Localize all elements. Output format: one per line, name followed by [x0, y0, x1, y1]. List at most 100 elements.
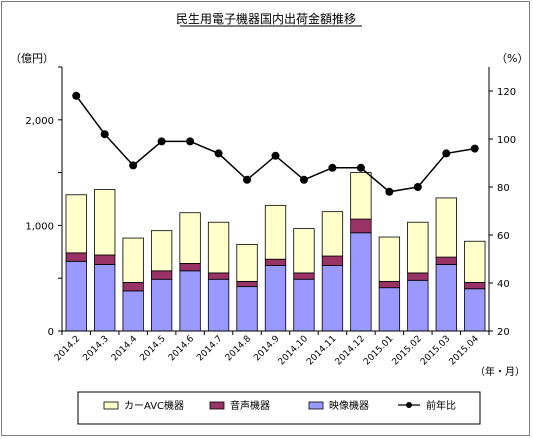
x-tick-label-2: 2014.4	[110, 334, 140, 364]
legend-marker-yoy	[406, 402, 412, 408]
bar-1-3	[150, 270, 173, 280]
right-tick-label-5: 120	[497, 87, 516, 98]
legend-label-yoy: 前年比	[426, 399, 456, 412]
bar-1-12	[407, 272, 429, 281]
bar-2-12	[407, 221, 429, 274]
bar-2-11	[378, 236, 401, 282]
bar-0-3	[150, 278, 173, 332]
x-axis-unit: （年・月）	[475, 365, 525, 378]
yoy-point-0	[72, 91, 81, 100]
bar-1-1	[94, 254, 116, 265]
right-axis-unit: （%）	[496, 52, 528, 65]
legend-label-video: 映像機器	[329, 399, 369, 412]
left-tick-label-1: 1,000	[25, 221, 54, 232]
bar-2-2	[122, 237, 144, 283]
legend-swatch-car	[103, 401, 119, 410]
yoy-point-7	[271, 151, 280, 160]
bar-2-3	[150, 230, 173, 272]
yoy-point-3	[157, 137, 166, 146]
bar-2-0	[65, 194, 87, 254]
bar-2-5	[207, 221, 230, 274]
x-tick-label-3: 2014.5	[138, 334, 167, 363]
yoy-point-9	[328, 163, 337, 172]
bar-2-6	[236, 244, 258, 282]
bar-0-13	[435, 264, 457, 332]
bar-1-10	[350, 218, 372, 234]
bar-0-14	[464, 288, 486, 332]
legend-box	[77, 391, 481, 425]
yoy-point-8	[299, 175, 308, 184]
line-layer	[72, 91, 479, 196]
bar-2-4	[179, 212, 201, 264]
bar-0-8	[293, 278, 315, 332]
x-tick-label-0: 2014.2	[53, 334, 82, 363]
bar-0-2	[122, 290, 144, 332]
x-tick-label-9: 2014.11	[305, 334, 338, 367]
bar-1-11	[378, 280, 401, 289]
bar-1-5	[207, 272, 230, 280]
axes-layer: 0 1,000 2,000 20 40 60 80 100 120	[25, 66, 516, 338]
legend-item-car: カーAVC機器	[103, 399, 184, 412]
bar-0-6	[236, 286, 258, 332]
bar-1-7	[264, 258, 287, 266]
yoy-point-6	[243, 175, 252, 184]
bar-0-12	[407, 279, 429, 332]
chart-title: 民生用電子機器国内出荷金額推移	[176, 11, 356, 26]
legend-swatch-audio	[209, 401, 225, 410]
bar-1-14	[464, 282, 486, 290]
right-tick-label-4: 100	[497, 135, 516, 146]
yoy-point-10	[356, 163, 365, 172]
yoy-point-14	[470, 144, 479, 153]
bar-0-7	[264, 265, 287, 332]
x-tick-label-5: 2014.7	[195, 334, 224, 363]
x-tick-label-13: 2015.03	[419, 334, 452, 367]
bars-layer	[65, 172, 486, 332]
bar-0-10	[350, 232, 372, 332]
x-tick-label-1: 2014.3	[81, 334, 110, 363]
bar-1-13	[435, 256, 457, 265]
x-tick-label-12: 2015.02	[391, 334, 424, 367]
legend-item-yoy: 前年比	[398, 399, 456, 412]
x-tick-label-6: 2014.8	[224, 334, 254, 364]
x-tick-label-4: 2014.6	[167, 334, 197, 364]
legend-label-audio: 音声機器	[230, 399, 270, 412]
left-tick-label-2: 2,000	[25, 116, 54, 127]
right-tick-label-3: 80	[497, 183, 510, 194]
x-tick-labels: 2014.2 2014.3 2014.4 2014.5 2014.6 2014.7 2014…	[53, 334, 481, 368]
bar-0-0	[65, 260, 87, 332]
yoy-point-4	[186, 137, 195, 146]
bar-2-10	[350, 172, 372, 220]
legend-item-audio: 音声機器	[209, 399, 270, 412]
bar-1-0	[65, 252, 87, 262]
yoy-point-5	[214, 149, 223, 158]
yoy-point-11	[385, 187, 394, 196]
legend-swatch-video	[308, 401, 324, 410]
bar-2-13	[435, 197, 457, 258]
bar-0-9	[321, 265, 344, 332]
bar-1-8	[293, 272, 315, 280]
bar-2-8	[293, 228, 315, 274]
bar-0-4	[179, 270, 201, 332]
left-tick-label-0: 0	[48, 327, 54, 338]
right-tick-label-0: 20	[497, 327, 510, 338]
bar-1-9	[321, 255, 344, 266]
bar-2-1	[94, 189, 116, 256]
x-tick-label-8: 2014.10	[277, 334, 311, 368]
x-tick-label-11: 2015.01	[362, 334, 395, 367]
bar-0-5	[207, 278, 230, 332]
bar-2-9	[321, 211, 344, 257]
legend-label-car: カーAVC機器	[124, 399, 184, 412]
bar-1-2	[122, 282, 144, 292]
right-tick-label-2: 60	[497, 231, 510, 242]
yoy-line	[75, 95, 475, 193]
x-tick-label-14: 2015.04	[447, 334, 481, 368]
yoy-point-12	[413, 183, 422, 191]
bar-1-6	[236, 280, 258, 288]
bar-1-4	[179, 263, 201, 272]
bar-0-1	[94, 264, 116, 332]
x-tick-label-10: 2014.12	[334, 334, 367, 367]
yoy-point-13	[442, 149, 451, 158]
bar-0-11	[378, 287, 401, 332]
right-tick-label-1: 40	[497, 279, 510, 290]
